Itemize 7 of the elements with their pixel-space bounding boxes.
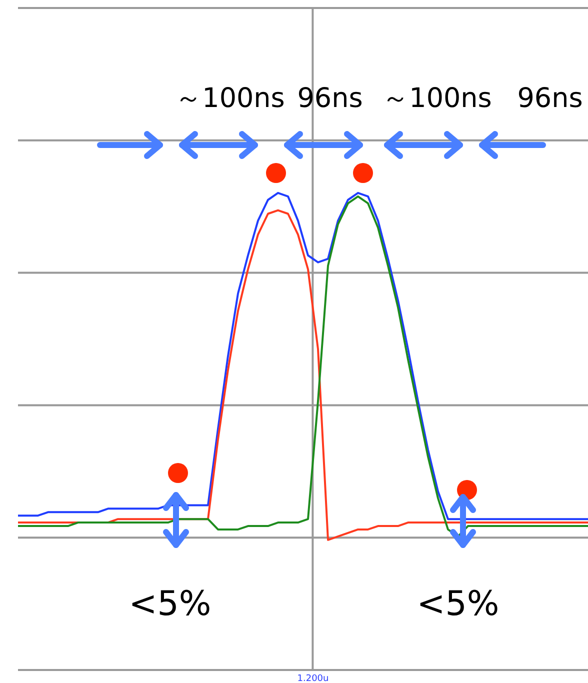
text: ～100ns: [175, 83, 285, 114]
text: 96ns: [517, 83, 583, 114]
text: 96ns: [297, 83, 363, 114]
text: ～100ns: [382, 83, 492, 114]
text: <5%: [416, 584, 500, 624]
text: 1.200u: [297, 674, 329, 683]
text: <5%: [128, 584, 212, 624]
